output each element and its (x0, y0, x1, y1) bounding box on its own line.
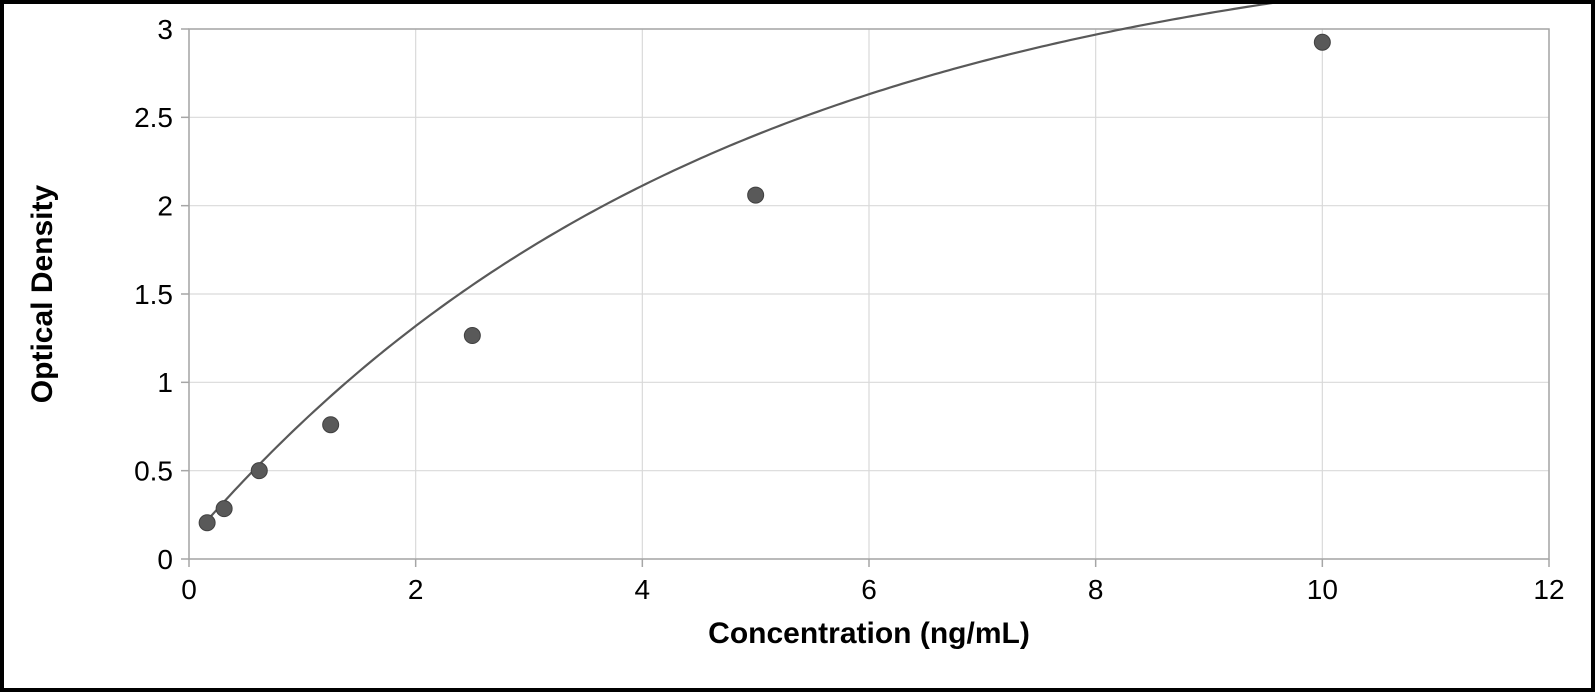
x-tick-label: 4 (635, 574, 651, 605)
y-tick-label: 1.5 (134, 279, 173, 310)
data-point (251, 463, 267, 479)
y-tick-label: 0.5 (134, 455, 173, 486)
data-point (323, 417, 339, 433)
chart-svg: 0 2 4 6 8 10 12 0 0.5 1 1.5 2 2.5 3 Concentration (ng/… (4, 4, 1591, 688)
y-tick-label: 0 (157, 544, 173, 575)
x-axis-label: Concentration (ng/mL) (708, 617, 1030, 650)
data-point (748, 187, 764, 203)
x-tick-label: 8 (1088, 574, 1104, 605)
data-point (216, 501, 232, 517)
x-tick-label: 12 (1533, 574, 1564, 605)
x-tick-label: 0 (181, 574, 197, 605)
chart-background (4, 4, 1591, 688)
y-tick-label: 3 (157, 14, 173, 45)
y-tick-label: 2.5 (134, 102, 173, 133)
data-point (199, 515, 215, 531)
data-point (464, 328, 480, 344)
x-tick-label: 6 (861, 574, 877, 605)
y-tick-label: 1 (157, 367, 173, 398)
x-tick-label: 10 (1307, 574, 1338, 605)
y-tick-label: 2 (157, 190, 173, 221)
y-axis-label: Optical Density (26, 184, 59, 403)
data-point (1314, 34, 1330, 50)
chart-frame: 0 2 4 6 8 10 12 0 0.5 1 1.5 2 2.5 3 Concentration (ng/… (0, 0, 1595, 692)
x-tick-label: 2 (408, 574, 424, 605)
